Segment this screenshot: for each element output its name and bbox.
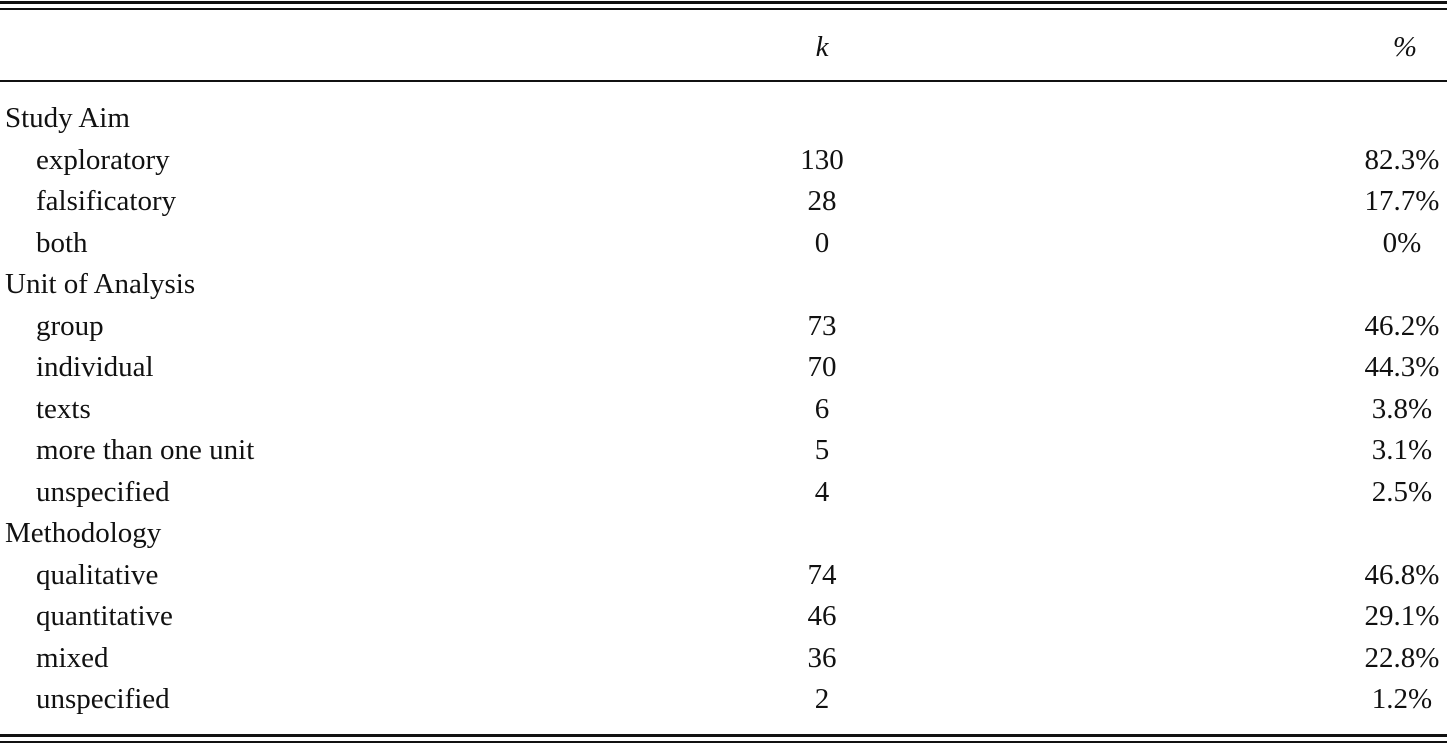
cell-k: 6 xyxy=(814,392,830,425)
cell-k: 73 xyxy=(807,309,837,342)
table-row: unspecified 4 2.5% xyxy=(0,472,1449,512)
table-row: both 0 0% xyxy=(0,223,1449,263)
table-row: mixed 36 22.8% xyxy=(0,638,1449,678)
cell-percent: 2.5% xyxy=(1371,475,1433,508)
cell-percent: 22.8% xyxy=(1364,641,1440,674)
cell-k: 4 xyxy=(814,475,830,508)
group-header-row: Study Aim xyxy=(0,98,1449,138)
group-label: Unit of Analysis xyxy=(5,268,196,300)
cell-k: 0 xyxy=(814,226,830,259)
group-header-row: Methodology xyxy=(0,513,1449,553)
row-label: both xyxy=(36,226,88,259)
cell-k: 5 xyxy=(814,434,830,466)
row-label: falsificatory xyxy=(36,185,177,217)
header-percent: % xyxy=(1392,31,1418,63)
group-label: Methodology xyxy=(5,517,162,549)
cell-percent: 3.8% xyxy=(1371,392,1433,425)
cell-k: 74 xyxy=(807,558,837,591)
cell-k: 130 xyxy=(800,143,844,176)
bottom-rule-thin xyxy=(0,741,1447,743)
cell-k: 36 xyxy=(807,641,837,674)
row-label: quantitative xyxy=(36,600,173,632)
cell-percent: 17.7% xyxy=(1364,185,1440,217)
table-row: group 73 46.2% xyxy=(0,306,1449,346)
cell-percent: 3.1% xyxy=(1371,434,1433,466)
cell-percent: 1.2% xyxy=(1371,683,1433,715)
cell-k: 70 xyxy=(807,351,837,383)
table-row: individual 70 44.3% xyxy=(0,347,1449,387)
header-row: k % xyxy=(0,27,1449,67)
table-row: falsificatory 28 17.7% xyxy=(0,181,1449,221)
row-label: mixed xyxy=(36,641,109,674)
top-rule-thin xyxy=(0,8,1447,10)
cell-percent: 46.8% xyxy=(1364,558,1440,591)
cell-percent: 0% xyxy=(1382,226,1422,259)
table-row: quantitative 46 29.1% xyxy=(0,596,1449,636)
row-label: unspecified xyxy=(36,683,170,715)
table-row: texts 6 3.8% xyxy=(0,389,1449,429)
row-label: group xyxy=(36,309,104,342)
row-label: exploratory xyxy=(36,143,170,176)
row-label: more than one unit xyxy=(36,434,255,466)
table-row: more than one unit 5 3.1% xyxy=(0,430,1449,470)
group-header-row: Unit of Analysis xyxy=(0,264,1449,304)
header-rule xyxy=(0,80,1447,82)
cell-percent: 29.1% xyxy=(1364,600,1440,632)
cell-percent: 44.3% xyxy=(1364,351,1440,383)
row-label: unspecified xyxy=(36,475,170,508)
top-rule-thick xyxy=(0,1,1447,4)
table-row: unspecified 2 1.2% xyxy=(0,679,1449,719)
bottom-rule-thick xyxy=(0,734,1447,737)
row-label: qualitative xyxy=(36,558,159,591)
cell-k: 28 xyxy=(807,185,837,217)
group-label: Study Aim xyxy=(5,102,130,134)
cell-percent: 46.2% xyxy=(1364,309,1440,342)
header-k: k xyxy=(815,31,829,63)
row-label: individual xyxy=(36,351,154,383)
cell-k: 2 xyxy=(814,683,830,715)
row-label: texts xyxy=(36,392,91,425)
cell-k: 46 xyxy=(807,600,837,632)
table-row: exploratory 130 82.3% xyxy=(0,140,1449,180)
table-row: qualitative 74 46.8% xyxy=(0,555,1449,595)
cell-percent: 82.3% xyxy=(1364,143,1440,176)
